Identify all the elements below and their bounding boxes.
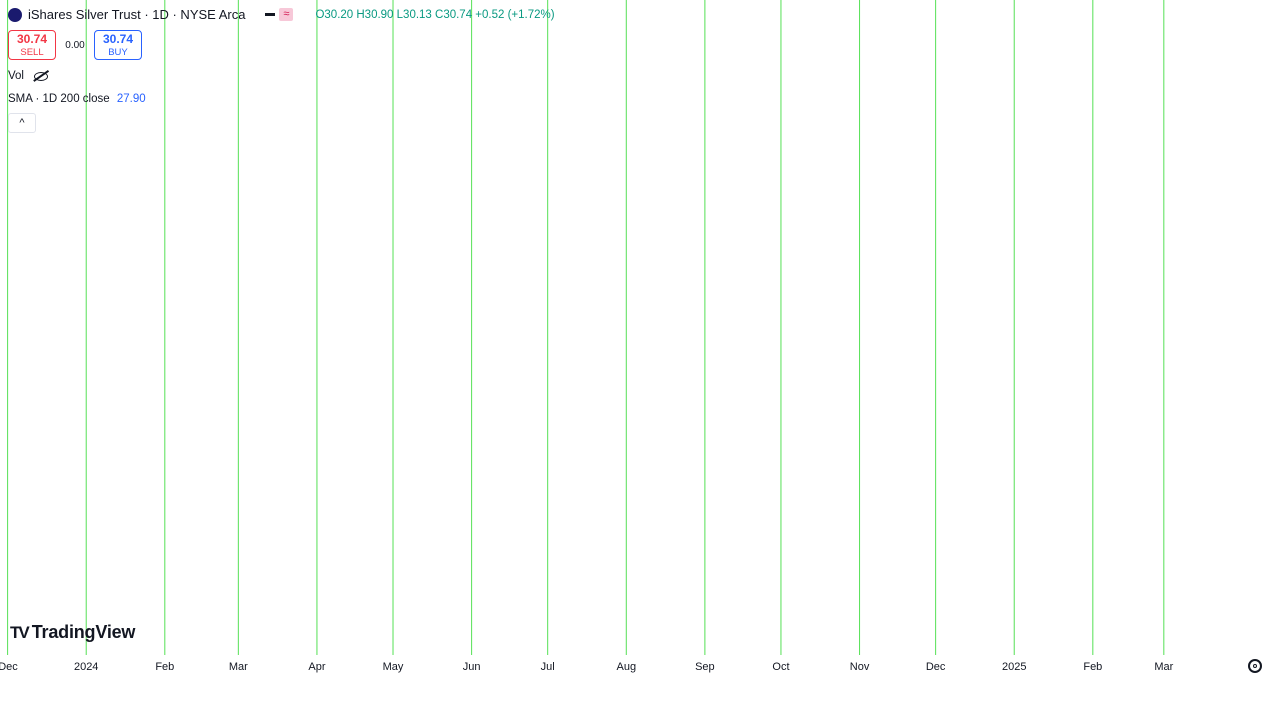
x-tick-label: Mar: [229, 661, 248, 673]
x-tick-label: Feb: [1083, 661, 1102, 673]
x-tick-label: Mar: [1154, 661, 1173, 673]
symbol-title[interactable]: iShares Silver Trust · 1D · NYSE Arca: [28, 7, 246, 22]
chart-header: iShares Silver Trust · 1D · NYSE Arca ≈ …: [8, 7, 555, 22]
sell-price: 30.74: [16, 32, 48, 46]
volume-legend[interactable]: Vol: [8, 70, 48, 82]
x-tick-label: Feb: [155, 661, 174, 673]
x-tick-label: Oct: [772, 661, 789, 673]
sell-label: SELL: [20, 47, 44, 58]
x-tick-label: Apr: [308, 661, 325, 673]
time-axis[interactable]: Dec 2024 Feb Mar Apr May Jun Jul Aug Sep Oct Nov Dec…: [0, 661, 1174, 673]
gear-icon[interactable]: [1248, 659, 1262, 673]
tradingview-logo: TV TradingView: [10, 622, 135, 643]
x-tick-label: Aug: [616, 661, 636, 673]
x-tick-label: 2025: [1002, 661, 1026, 673]
sell-button[interactable]: 30.74 SELL: [8, 30, 56, 60]
collapse-legend-button[interactable]: ^: [8, 113, 36, 133]
sma-value: 27.90: [116, 93, 146, 105]
spread-value: 0.00: [65, 39, 85, 51]
ohlc-readout: O30.20 H30.90 L30.13 C30.74 +0.52 (+1.72…: [315, 8, 555, 21]
chevron-up-icon: ^: [19, 117, 25, 129]
buy-price: 30.74: [102, 32, 134, 46]
x-tick-label: May: [383, 661, 404, 673]
x-tick-label: Sep: [695, 661, 715, 673]
buy-label: BUY: [108, 47, 128, 58]
x-tick-label: Dec: [0, 661, 18, 673]
tv-mark-icon: TV: [10, 622, 30, 642]
x-tick-label: 2024: [74, 661, 98, 673]
grid: [7, 0, 1165, 655]
header-icons: ≈: [265, 8, 294, 21]
x-tick-label: Jun: [463, 661, 481, 673]
hidden-eye-icon[interactable]: [34, 71, 48, 81]
vol-label: Vol: [8, 70, 24, 82]
buy-button[interactable]: 30.74 BUY: [94, 30, 142, 60]
minus-icon[interactable]: [265, 13, 276, 16]
sma-legend[interactable]: SMA · 1D 200 close 27.90: [8, 93, 146, 105]
symbol-logo-icon[interactable]: [8, 7, 22, 22]
x-tick-label: Nov: [850, 661, 870, 673]
x-tick-label: Dec: [926, 661, 946, 673]
wave-icon[interactable]: ≈: [279, 8, 294, 21]
x-tick-label: Jul: [541, 661, 555, 673]
brand-name: TradingView: [31, 622, 136, 642]
sma-label: SMA · 1D 200 close: [8, 93, 110, 105]
trade-panel: 30.74 SELL 0.00 30.74 BUY: [8, 30, 142, 60]
